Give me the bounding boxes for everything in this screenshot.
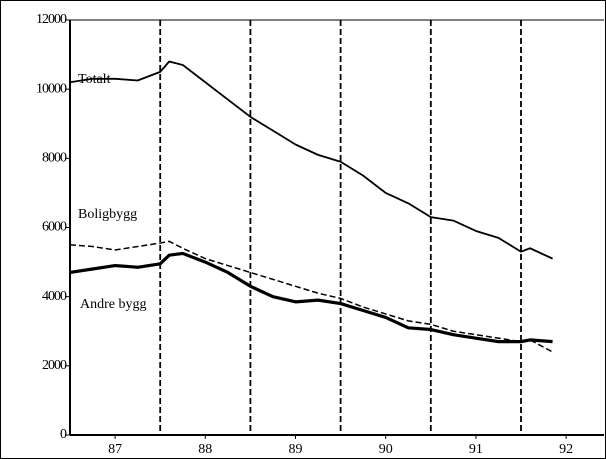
x-tick-label: 88 [198, 442, 212, 457]
x-tick-label: 87 [108, 442, 122, 457]
y-tick-label: 6000 [42, 220, 67, 235]
y-tick-label: 2000 [42, 358, 67, 373]
y-tick-label: 10000 [36, 81, 67, 96]
line-series [69, 60, 553, 260]
x-tick-label: 89 [289, 442, 303, 457]
series-label: Totalt [78, 72, 111, 87]
x-tick-label: 90 [379, 442, 393, 457]
x-tick-label: 92 [559, 442, 573, 457]
x-tick-label: 91 [469, 442, 483, 457]
y-tick-label: 4000 [42, 289, 67, 304]
series-label: Andre bygg [80, 297, 147, 312]
y-tick-label: 12000 [36, 12, 67, 27]
y-tick-label: 0 [60, 427, 67, 442]
line-series [69, 251, 553, 344]
series-label: Boligbygg [78, 207, 137, 222]
line-series [69, 240, 553, 353]
y-tick-label: 8000 [42, 151, 67, 166]
